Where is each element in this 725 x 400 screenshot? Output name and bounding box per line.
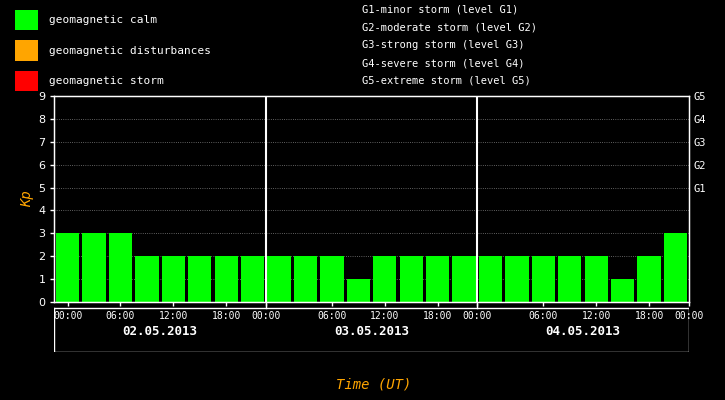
Bar <box>426 256 450 302</box>
Bar <box>268 256 291 302</box>
Text: 03.05.2013: 03.05.2013 <box>334 325 409 338</box>
Bar <box>14 71 38 91</box>
Bar <box>347 279 370 302</box>
Bar <box>399 256 423 302</box>
Bar <box>611 279 634 302</box>
Text: 02.05.2013: 02.05.2013 <box>123 325 198 338</box>
Text: G5-extreme storm (level G5): G5-extreme storm (level G5) <box>362 76 531 86</box>
Text: 04.05.2013: 04.05.2013 <box>545 325 621 338</box>
Bar <box>531 256 555 302</box>
Bar <box>664 233 687 302</box>
Bar <box>584 256 608 302</box>
Text: geomagnetic disturbances: geomagnetic disturbances <box>49 46 210 56</box>
Bar <box>14 40 38 61</box>
Bar <box>373 256 397 302</box>
Bar <box>14 10 38 30</box>
Bar <box>215 256 238 302</box>
Bar <box>83 233 106 302</box>
Bar <box>479 256 502 302</box>
Bar <box>162 256 185 302</box>
Bar <box>241 256 264 302</box>
Text: G4-severe storm (level G4): G4-severe storm (level G4) <box>362 58 525 68</box>
Bar <box>109 233 132 302</box>
Bar <box>637 256 660 302</box>
Bar <box>136 256 159 302</box>
Bar <box>188 256 212 302</box>
Text: G2-moderate storm (level G2): G2-moderate storm (level G2) <box>362 22 537 32</box>
Bar <box>56 233 79 302</box>
Bar <box>452 256 476 302</box>
Text: G3-strong storm (level G3): G3-strong storm (level G3) <box>362 40 525 50</box>
Bar <box>320 256 344 302</box>
Bar <box>558 256 581 302</box>
Text: G1-minor storm (level G1): G1-minor storm (level G1) <box>362 4 519 14</box>
Text: Time (UT): Time (UT) <box>336 377 411 391</box>
Bar <box>505 256 529 302</box>
Text: geomagnetic storm: geomagnetic storm <box>49 76 163 86</box>
Text: geomagnetic calm: geomagnetic calm <box>49 15 157 25</box>
Bar <box>294 256 317 302</box>
Y-axis label: Kp: Kp <box>20 191 34 207</box>
